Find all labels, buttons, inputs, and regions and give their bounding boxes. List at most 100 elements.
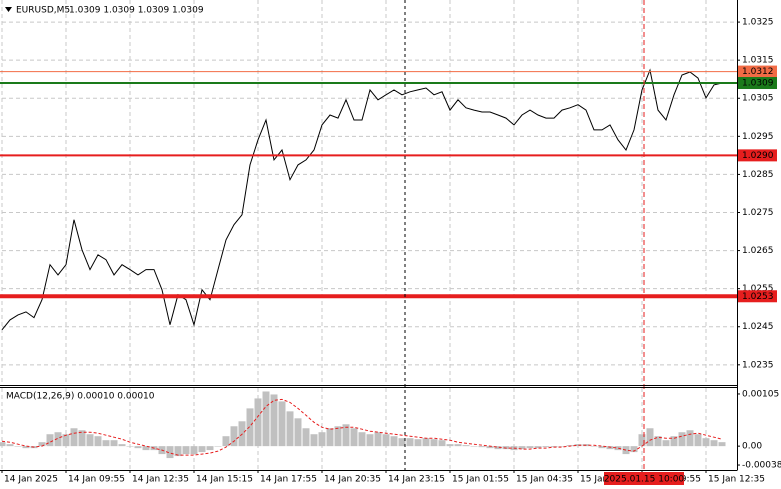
price-line <box>1 68 723 331</box>
indicator-tick-label: 0.00105 <box>742 389 779 399</box>
indicator-label: MACD(12,26,9) 0.00010 0.00010 <box>6 392 155 402</box>
macd-bar <box>350 428 358 447</box>
macd-bar <box>606 446 614 450</box>
macd-bar <box>598 446 606 449</box>
y-tick-label: 1.0245 <box>742 322 774 332</box>
macd-bar <box>166 446 174 459</box>
macd-bar <box>46 434 54 447</box>
level-label-box <box>738 290 777 303</box>
x-tick-label: 15 Jan 04:35 <box>516 475 573 485</box>
macd-bar <box>446 444 454 447</box>
macd-bar <box>230 426 238 447</box>
macd-bar <box>334 426 342 447</box>
level-label-box <box>738 77 777 90</box>
macd-bar <box>422 438 430 447</box>
macd-bar <box>134 446 142 449</box>
y-tick-label: 1.0295 <box>742 132 774 142</box>
macd-bar <box>414 439 422 447</box>
macd-bar <box>406 438 414 447</box>
macd-bar <box>438 440 446 447</box>
macd-bar <box>190 446 198 455</box>
macd-bar <box>518 446 526 450</box>
macd-bar <box>486 446 494 449</box>
y-tick-label: 1.0255 <box>742 284 774 294</box>
macd-bar <box>38 442 46 447</box>
level-label-box <box>738 149 777 162</box>
macd-bar <box>590 446 598 447</box>
marks <box>0 0 737 470</box>
macd-bar <box>534 446 542 449</box>
macd-bar <box>294 418 302 447</box>
macd-bar <box>358 432 366 447</box>
macd-bar <box>102 440 110 447</box>
macd-bar <box>126 446 134 447</box>
x-tick-label: 15 Jan 12:35 <box>708 475 765 485</box>
macd-bar <box>318 432 326 447</box>
macd-bar <box>286 411 294 447</box>
level-label: 1.0312 <box>742 67 774 77</box>
macd-bar <box>694 434 702 447</box>
quote: 1.0309 1.0309 1.0309 1.0309 <box>69 6 204 16</box>
crosshair-label-box <box>604 472 684 485</box>
macd-bar <box>454 444 462 447</box>
grid <box>1 0 740 473</box>
macd-bar <box>174 446 182 457</box>
level-label: 1.0253 <box>742 292 774 302</box>
macd-bar <box>254 398 262 447</box>
macd-bar <box>214 446 222 447</box>
macd-bar <box>62 434 70 447</box>
y-tick-label: 1.0265 <box>742 246 774 256</box>
level-label: 1.0290 <box>742 151 774 161</box>
macd-bar <box>326 428 334 447</box>
macd-bar <box>78 430 86 447</box>
macd-bar <box>678 432 686 447</box>
macd-bar <box>262 391 270 447</box>
x-tick-label: 14 Jan 2025 <box>4 475 58 485</box>
level-label-box <box>738 65 777 78</box>
x-tick-label: 14 Jan 17:55 <box>260 475 317 485</box>
signal-line <box>1 398 723 456</box>
y-tick-label: 1.0285 <box>742 170 774 180</box>
macd-bar <box>70 428 78 447</box>
y-tick-label: 1.0315 <box>742 56 774 66</box>
macd-bar <box>462 445 470 447</box>
y-tick-label: 1.0235 <box>742 360 774 370</box>
y-tick-label: 1.0325 <box>742 18 774 28</box>
macd-bar <box>710 440 718 447</box>
macd-bar <box>702 438 710 447</box>
macd-bar <box>302 428 310 447</box>
macd-bar <box>470 446 478 447</box>
macd-bar <box>430 439 438 447</box>
labels: 1.0325 1.0315 1.0305 1.0295 1.0285 1.0275 1.02… <box>4 18 781 485</box>
y-tick-label: 1.0275 <box>742 208 774 218</box>
macd-bar <box>478 446 486 448</box>
macd-bar <box>638 434 646 447</box>
macd-bar <box>22 446 30 449</box>
macd-bar <box>622 446 630 455</box>
chart-title: EURUSD,M5 <box>16 6 70 16</box>
macd-bar <box>558 446 566 447</box>
y-tick-label: 1.0305 <box>742 94 774 104</box>
macd-bar <box>14 446 22 447</box>
x-tick-label: 14 Jan 15:15 <box>196 475 253 485</box>
macd-bar <box>246 408 254 447</box>
x-tick-label: 14 Jan 20:35 <box>324 475 381 485</box>
macd-bar <box>614 446 622 451</box>
macd-bar <box>270 394 278 447</box>
macd-bar <box>526 446 534 449</box>
crosshair-label: 2025.01.15 10:00 <box>604 475 685 485</box>
x-tick-label: 15 Jan 01:55 <box>452 475 509 485</box>
indicator-tick-label: -0.00038 <box>742 461 781 471</box>
macd-bar <box>542 446 550 448</box>
macd-bar <box>206 446 214 451</box>
macd-bar <box>198 446 206 453</box>
macd-bar <box>182 446 190 455</box>
menu-triangle <box>5 7 12 12</box>
macd-bar <box>310 434 318 447</box>
macd-bar <box>94 436 102 447</box>
level-label: 1.0309 <box>742 79 774 89</box>
macd-bar <box>382 434 390 447</box>
x-tick-label: 14 Jan 09:55 <box>68 475 125 485</box>
macd-bar <box>718 442 726 447</box>
